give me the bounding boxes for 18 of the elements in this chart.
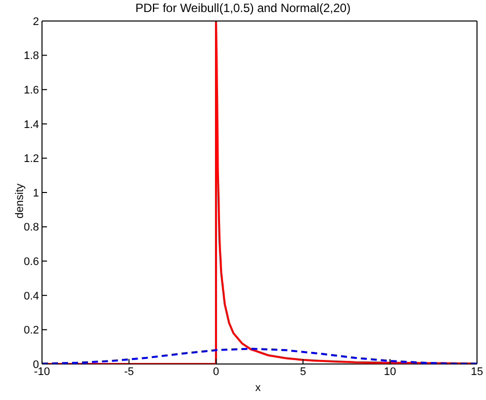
chart-title: PDF for Weibull(1,0.5) and Normal(2,20)	[134, 1, 352, 15]
y-tick-label: 2	[32, 16, 39, 28]
y-tick-label: 1.2	[24, 153, 39, 166]
x-tick-label: 5	[300, 366, 306, 378]
y-tick-label: 0.2	[24, 324, 39, 337]
x-tick-label: 10	[384, 366, 396, 378]
y-tick-label: 0.4	[24, 290, 39, 302]
y-tick-label: 1	[32, 187, 39, 200]
y-tick-label: 1.4	[24, 118, 39, 131]
y-tick-label: 0.8	[24, 222, 39, 234]
y-axis-title: density	[14, 184, 26, 218]
y-tick-label: 1.6	[24, 84, 39, 97]
x-tick-label: 15	[470, 366, 484, 378]
x-axis-title: x	[254, 382, 262, 394]
x-tick-label: -5	[124, 366, 134, 378]
x-tick-label: 0	[212, 366, 220, 378]
y-tick-label: 0.6	[24, 256, 39, 268]
y-tick-label: 1.8	[24, 50, 39, 62]
